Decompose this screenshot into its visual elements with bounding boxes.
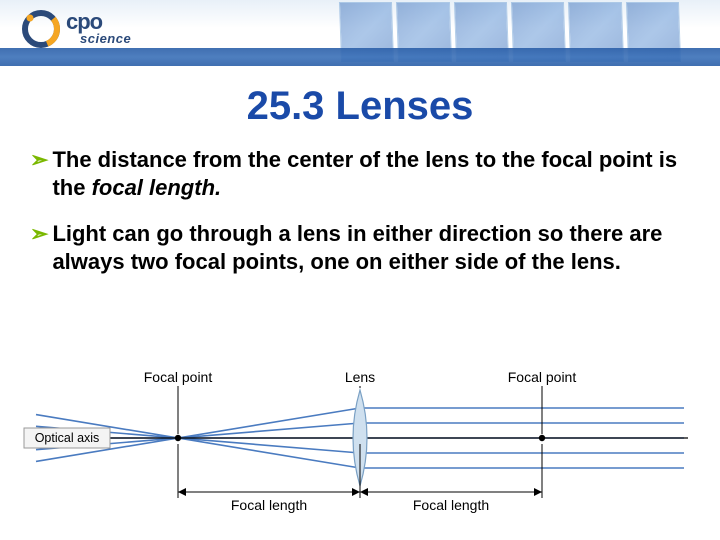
svg-text:Focal length: Focal length: [231, 497, 307, 513]
page-title: 25.3 Lenses: [0, 84, 720, 129]
svg-text:Lens: Lens: [345, 369, 375, 385]
header-band: cpo science: [0, 0, 720, 70]
logo-line-bottom: science: [80, 33, 131, 45]
svg-text:Optical axis: Optical axis: [35, 431, 100, 445]
svg-text:Focal point: Focal point: [508, 369, 577, 385]
bullet-text: The distance from the center of the lens…: [52, 146, 690, 202]
bullet-em: focal length.: [92, 175, 222, 200]
bullet-list: ➣ The distance from the center of the le…: [30, 146, 690, 295]
svg-text:Focal length: Focal length: [413, 497, 489, 513]
bullet-item: ➣ Light can go through a lens in either …: [30, 220, 690, 276]
lens-diagram-svg: Focal point Lens Focal point Optical axis Fo…: [16, 366, 704, 516]
logo-mark-icon: [18, 6, 64, 52]
logo-line-top: cpo: [66, 12, 131, 33]
brand-logo: cpo science: [18, 6, 131, 52]
bullet-pre: Light can go through a lens in either di…: [52, 221, 662, 274]
bullet-marker-icon: ➣: [30, 220, 48, 249]
svg-text:Focal point: Focal point: [144, 369, 213, 385]
lens-diagram: Focal point Lens Focal point Optical axis Fo…: [16, 366, 704, 516]
bullet-item: ➣ The distance from the center of the le…: [30, 146, 690, 202]
logo-text: cpo science: [66, 12, 131, 45]
bullet-marker-icon: ➣: [30, 146, 48, 175]
bullet-text: Light can go through a lens in either di…: [52, 220, 690, 276]
